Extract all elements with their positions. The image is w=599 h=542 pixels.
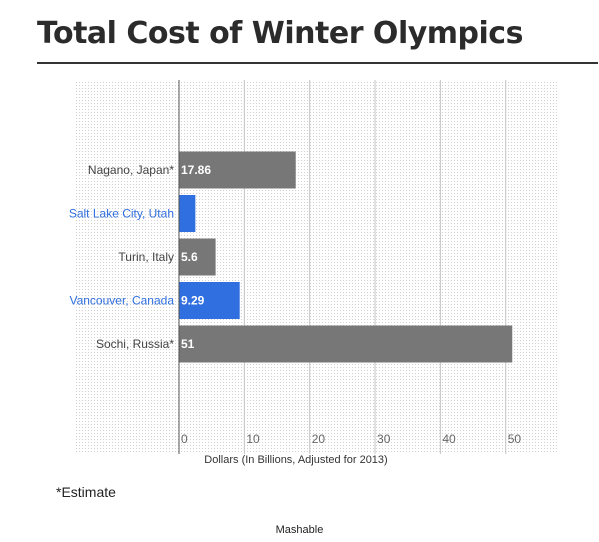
category-labels: Nagano, Japan* Salt Lake City, Utah Turin,… [69,163,174,351]
category-label-4: Sochi, Russia* [96,337,174,351]
bar-0 [179,151,296,189]
bar-2 [179,238,216,276]
title-rule [37,62,598,64]
bars [179,151,513,363]
category-label-3: Vancouver, Canada [69,294,174,308]
tick-label-0: 0 [181,432,188,446]
tick-label-20: 20 [312,432,326,446]
tick-label-50: 50 [508,432,522,446]
category-label-1: Salt Lake City, Utah [69,207,174,221]
category-label-2: Turin, Italy [118,250,174,264]
gridlines [243,80,507,454]
bar-chart: Nagano, Japan* Salt Lake City, Utah Turin,… [69,80,558,466]
source-credit: Mashable [275,524,324,536]
footnote: *Estimate [56,484,116,500]
bar-1 [179,195,196,232]
value-label-4: 51 [181,337,195,351]
value-label-2: 5.6 [181,250,198,264]
category-label-0: Nagano, Japan* [88,163,174,177]
tick-label-30: 30 [377,432,391,446]
tick-label-40: 40 [442,432,456,446]
tick-label-10: 10 [246,432,260,446]
bar-4 [179,325,513,363]
value-labels: 17.86 5.6 9.29 51 [181,163,211,351]
bar-3 [179,282,240,319]
tick-labels: 0 10 20 30 40 50 [181,432,521,446]
x-axis-title: Dollars (In Billions, Adjusted for 2013) [204,454,387,466]
value-label-0: 17.86 [181,163,211,177]
chart-title: Total Cost of Winter Olympics [37,16,523,51]
value-label-3: 9.29 [181,294,205,308]
plot-grid-dots [76,80,558,454]
